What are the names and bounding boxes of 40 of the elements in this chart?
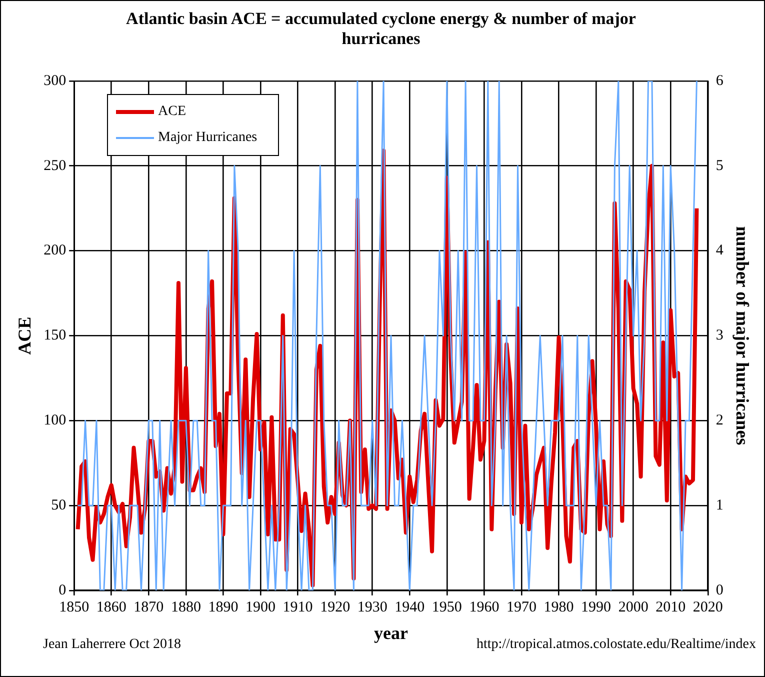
- y2-tick-label: 2: [716, 412, 724, 429]
- x-tick-label: 1960: [469, 599, 500, 616]
- y-tick-label: 300: [44, 72, 66, 89]
- x-tick-label: 2010: [656, 599, 686, 616]
- y-tick-label: 50: [51, 497, 66, 514]
- x-tick-label: 2000: [618, 599, 648, 616]
- chart-title: Atlantic basin ACE = accumulated cyclone energy & number of major hurricanes: [125, 9, 637, 49]
- x-tick-label: 2020: [692, 599, 723, 616]
- x-tick-label: 1910: [282, 599, 313, 616]
- y-axis-title: ACE: [14, 316, 34, 355]
- y2-tick-label: 5: [716, 158, 724, 174]
- y2-tick-label: 6: [716, 72, 724, 89]
- x-tick-label: 1860: [96, 599, 126, 616]
- x-tick-label: 1890: [208, 599, 238, 616]
- y2-tick-label: 1: [716, 497, 724, 514]
- y-tick-label: 100: [44, 412, 66, 429]
- x-axis-title: year: [374, 622, 408, 643]
- x-tick-label: 1900: [246, 599, 276, 616]
- x-tick-label: 1990: [581, 599, 612, 616]
- text: http://tropical.atmos.colostate.edu/Realtime/index: [476, 637, 756, 653]
- y2-tick-label: 0: [716, 582, 724, 598]
- legend-label: Major Hurricanes: [158, 130, 258, 146]
- x-tick-label: 1920: [320, 599, 350, 616]
- x-tick-label: 1980: [544, 599, 574, 616]
- y-tick-label: 150: [44, 328, 66, 344]
- x-tick-label: 1880: [170, 599, 201, 616]
- x-tick-label: 1950: [432, 599, 462, 616]
- y-tick-label: 250: [44, 158, 66, 174]
- x-tick-label: 1970: [506, 599, 536, 616]
- x-tick-label: 1940: [394, 599, 425, 616]
- y2-tick-label: 3: [716, 328, 724, 344]
- x-tick-label: 1930: [357, 599, 388, 616]
- x-tick-label: 1870: [134, 599, 164, 616]
- legend-label: ACE: [158, 104, 186, 120]
- text: Jean Laherrere Oct 2018: [43, 637, 181, 653]
- x-tick-label: 1850: [59, 599, 90, 616]
- y2-axis-title: number of major hurricanes: [732, 226, 753, 446]
- y-tick-label: 0: [58, 582, 66, 598]
- y2-tick-label: 4: [716, 242, 724, 259]
- y-tick-label: 200: [44, 242, 66, 259]
